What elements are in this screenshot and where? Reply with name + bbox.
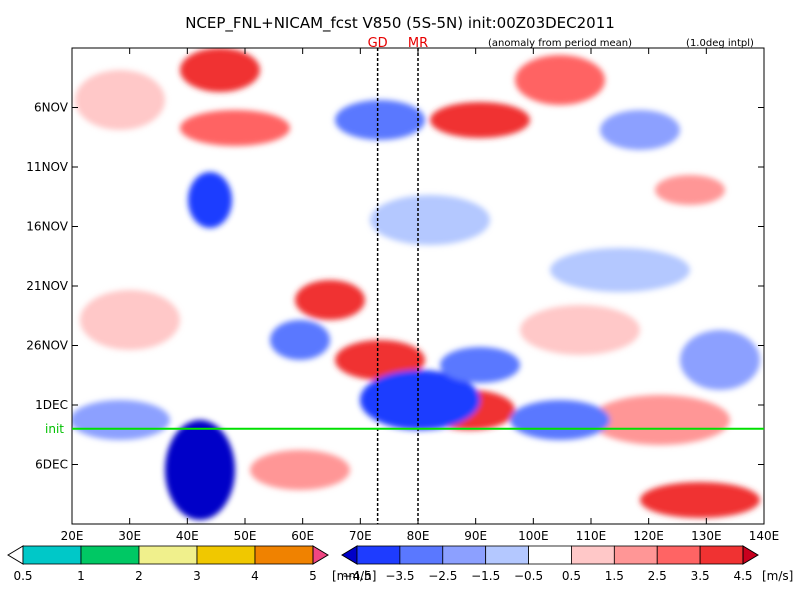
interp-note: (1.0deg intpl) — [686, 38, 754, 49]
colorbar-swatch — [356, 545, 401, 565]
colorbar-label: −3.5 — [385, 569, 414, 583]
y-tick-label: 1DEC — [35, 398, 68, 412]
colorbar-label: 4 — [251, 569, 259, 583]
wind-colorbar: −4.5 −3.5 −2.5 −1.5 −0.5 0.5 1.5 2.5 3.5 4.5 [m/s] — [341, 545, 793, 583]
y-tick-label: 26NOV — [26, 339, 68, 353]
y-tick-label: 16NOV — [26, 220, 68, 234]
colorbar-swatch — [528, 545, 572, 565]
x-tick-label: 130E — [691, 529, 722, 543]
y-tick-label: 6NOV — [34, 101, 69, 115]
colorbar-swatch — [485, 545, 529, 565]
colorbar-label: 2.5 — [648, 569, 667, 583]
colorbar-swatch — [254, 545, 314, 565]
colorbar-label: 0.5 — [13, 569, 32, 583]
x-tick-label: 140E — [749, 529, 780, 543]
colorbar-label: 1.5 — [605, 569, 624, 583]
init-line-group: init — [45, 422, 764, 436]
colorbar-units: [m/s] — [762, 569, 793, 583]
colorbar-label: −1.5 — [471, 569, 500, 583]
colorbar-swatch — [138, 545, 198, 565]
marker-label: GD — [368, 36, 388, 51]
x-tick-label: 40E — [176, 529, 199, 543]
x-tick-label: 110E — [576, 529, 607, 543]
colorbar-swatch — [22, 545, 82, 565]
colorbar-swatch — [699, 545, 744, 565]
colorbar-label: 4.5 — [733, 569, 752, 583]
chart-title: NCEP_FNL+NICAM_fcst V850 (5S-5N) init:00… — [185, 14, 615, 33]
y-tick-label: 11NOV — [26, 160, 68, 174]
colorbar-arrow-right — [742, 545, 759, 565]
colorbar-label: 0.5 — [562, 569, 581, 583]
colorbar-swatch — [613, 545, 658, 565]
colorbar-label: 3 — [193, 569, 201, 583]
y-tick-label: 6DEC — [35, 458, 68, 472]
colorbar-label: −0.5 — [514, 569, 543, 583]
x-tick-label: 70E — [349, 529, 372, 543]
colorbar-swatch — [571, 545, 615, 565]
marker-label: MR — [408, 36, 428, 51]
colorbar-swatch — [80, 545, 140, 565]
colorbar-label: 2 — [135, 569, 143, 583]
colorbar-swatch — [442, 545, 487, 565]
x-tick-label: 30E — [118, 529, 141, 543]
colorbar-label: 1 — [77, 569, 85, 583]
x-tick-label: 90E — [464, 529, 487, 543]
x-tick-label: 20E — [61, 529, 84, 543]
x-tick-label: 100E — [518, 529, 549, 543]
colorbar-label: −2.5 — [428, 569, 457, 583]
colorbar-label: 5 — [309, 569, 317, 583]
colorbar-swatch — [196, 545, 256, 565]
y-tick-label: 21NOV — [26, 279, 68, 293]
init-label: init — [45, 422, 64, 436]
x-axis: 20E 30E 40E 50E 60E 70E 80E 90E 100E 110E 120E 130E… — [61, 48, 780, 543]
x-tick-label: 80E — [407, 529, 430, 543]
colorbar-swatch — [399, 545, 444, 565]
colorbar-label: −4.5 — [342, 569, 371, 583]
y-axis: 6NOV 11NOV 16NOV 21NOV 26NOV 1DEC 6DEC — [26, 101, 764, 472]
colorbar-swatch — [656, 545, 701, 565]
colorbar-label: 3.5 — [691, 569, 710, 583]
x-tick-label: 120E — [633, 529, 664, 543]
colorbar-arrow-left — [341, 545, 358, 565]
precip-colorbar: 0.5 1 2 3 4 5 [mm/h] — [7, 545, 376, 583]
colorbar-arrow-right — [312, 545, 329, 565]
x-tick-label: 50E — [234, 529, 257, 543]
colorbar-units: [mm/h] — [332, 569, 376, 583]
anomaly-field — [72, 48, 764, 524]
chart-subtitle: (anomaly from period mean) — [488, 38, 632, 49]
marker-lines: GD MR — [368, 36, 428, 524]
x-tick-label: 60E — [291, 529, 314, 543]
colorbar-arrow-left — [7, 545, 24, 565]
